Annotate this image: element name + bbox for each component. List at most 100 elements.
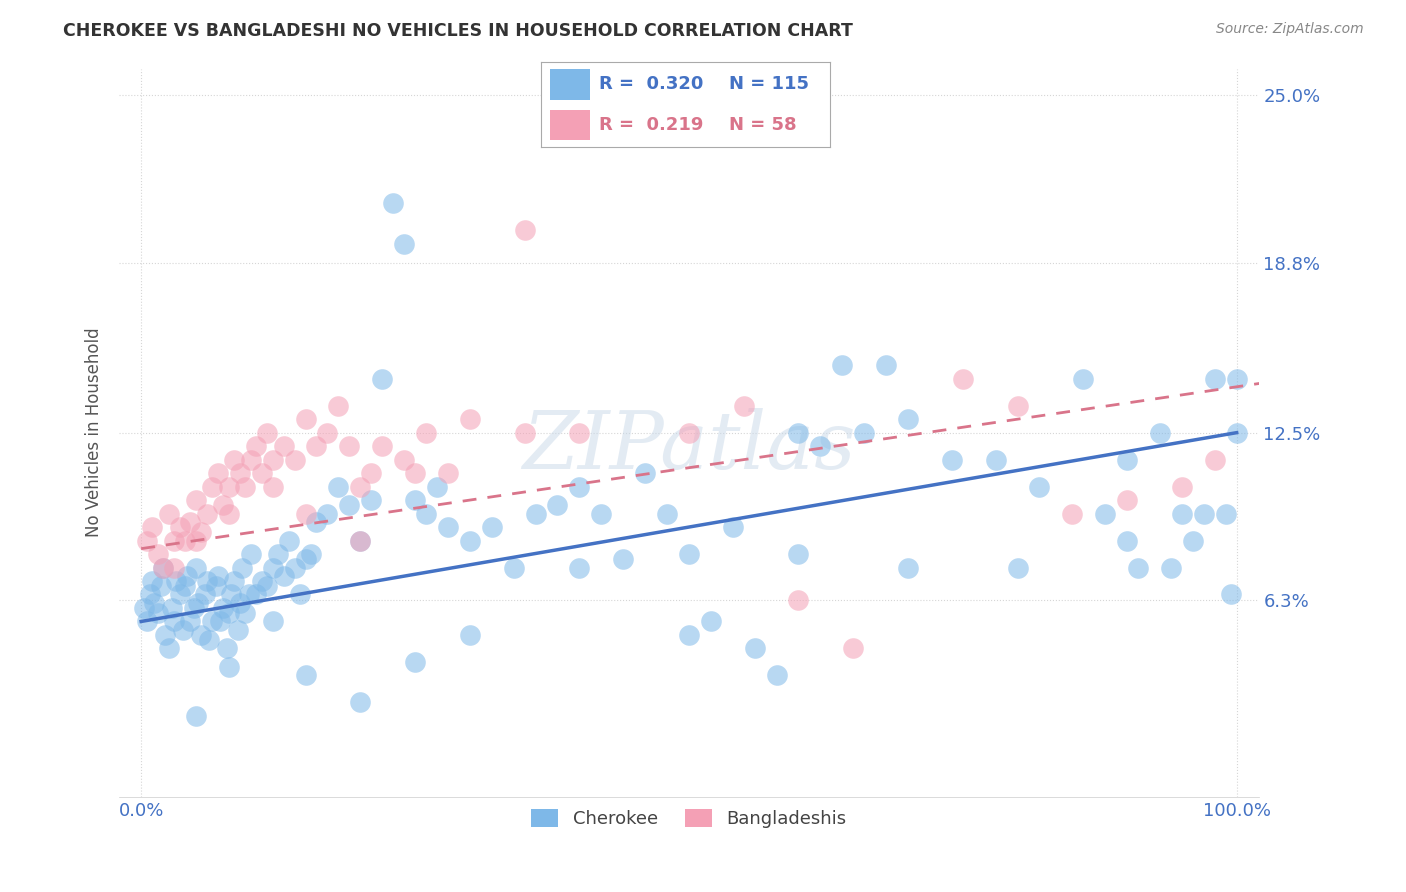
Point	[218, 660, 240, 674]
Point	[195, 507, 218, 521]
Point	[1071, 372, 1094, 386]
Point	[655, 507, 678, 521]
Point	[634, 466, 657, 480]
Point	[201, 480, 224, 494]
Point	[212, 499, 235, 513]
Point	[250, 574, 273, 588]
Point	[262, 560, 284, 574]
Point	[591, 507, 613, 521]
Point	[212, 601, 235, 615]
Point	[316, 507, 339, 521]
Point	[190, 628, 212, 642]
Point	[1116, 452, 1139, 467]
Point	[134, 601, 156, 615]
Point	[233, 607, 256, 621]
Point	[392, 452, 415, 467]
Point	[169, 520, 191, 534]
Text: Source: ZipAtlas.com: Source: ZipAtlas.com	[1216, 22, 1364, 37]
Point	[152, 560, 174, 574]
Point	[952, 372, 974, 386]
Text: CHEROKEE VS BANGLADESHI NO VEHICLES IN HOUSEHOLD CORRELATION CHART: CHEROKEE VS BANGLADESHI NO VEHICLES IN H…	[63, 22, 853, 40]
Point	[190, 525, 212, 540]
Point	[415, 507, 437, 521]
Text: N = 115: N = 115	[728, 76, 808, 94]
Point	[305, 515, 328, 529]
Point	[224, 452, 246, 467]
Point	[382, 196, 405, 211]
Point	[294, 507, 316, 521]
Y-axis label: No Vehicles in Household: No Vehicles in Household	[86, 328, 103, 538]
Point	[231, 560, 253, 574]
Point	[328, 480, 350, 494]
Point	[299, 547, 322, 561]
Point	[179, 515, 201, 529]
Point	[184, 493, 207, 508]
Point	[152, 560, 174, 574]
Point	[267, 547, 290, 561]
Point	[941, 452, 963, 467]
Point	[172, 623, 194, 637]
Point	[294, 552, 316, 566]
Point	[513, 223, 536, 237]
Point	[245, 587, 267, 601]
Point	[678, 628, 700, 642]
Point	[1220, 587, 1243, 601]
Point	[360, 466, 382, 480]
Point	[163, 533, 186, 548]
FancyBboxPatch shape	[550, 70, 591, 100]
Point	[174, 579, 197, 593]
Point	[283, 560, 305, 574]
Point	[163, 615, 186, 629]
Point	[897, 560, 920, 574]
Point	[612, 552, 634, 566]
Point	[1094, 507, 1116, 521]
Point	[233, 480, 256, 494]
Point	[273, 439, 295, 453]
Point	[283, 452, 305, 467]
Point	[415, 425, 437, 440]
Point	[226, 623, 249, 637]
Point	[1171, 480, 1194, 494]
Point	[209, 615, 232, 629]
Point	[744, 641, 766, 656]
Legend: Cherokee, Bangladeshis: Cherokee, Bangladeshis	[524, 801, 853, 835]
Point	[135, 615, 157, 629]
Point	[256, 425, 278, 440]
Point	[179, 615, 201, 629]
Point	[215, 641, 238, 656]
Point	[1116, 533, 1139, 548]
Point	[139, 587, 162, 601]
Point	[787, 593, 810, 607]
Point	[250, 466, 273, 480]
Point	[229, 466, 252, 480]
Point	[984, 452, 1007, 467]
Point	[371, 439, 394, 453]
Point	[360, 493, 382, 508]
Point	[721, 520, 744, 534]
Point	[239, 547, 262, 561]
Point	[853, 425, 876, 440]
Point	[278, 533, 301, 548]
Point	[143, 596, 166, 610]
Point	[437, 520, 460, 534]
FancyBboxPatch shape	[550, 110, 591, 140]
Point	[141, 574, 163, 588]
Point	[733, 399, 755, 413]
Point	[141, 520, 163, 534]
Point	[1204, 452, 1226, 467]
Point	[273, 568, 295, 582]
Point	[224, 574, 246, 588]
Point	[135, 533, 157, 548]
Point	[160, 601, 183, 615]
Point	[546, 499, 568, 513]
Point	[262, 615, 284, 629]
Point	[1116, 493, 1139, 508]
Point	[897, 412, 920, 426]
Point	[1204, 372, 1226, 386]
Point	[146, 607, 169, 621]
Point	[1226, 425, 1249, 440]
Point	[218, 480, 240, 494]
Text: ZIPatlas: ZIPatlas	[522, 409, 856, 486]
Point	[787, 547, 810, 561]
Point	[183, 601, 205, 615]
